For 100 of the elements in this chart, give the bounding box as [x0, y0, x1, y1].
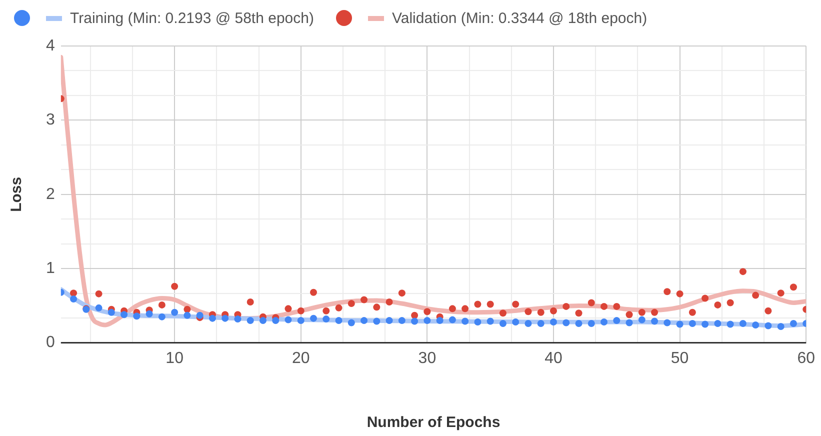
y-axis-title: Loss: [8, 176, 26, 212]
x-tick-label: 30: [418, 350, 436, 367]
y-tick-label: 3: [46, 112, 55, 129]
point: [348, 300, 355, 307]
point: [386, 298, 393, 306]
point: [512, 318, 520, 326]
point: [335, 304, 342, 312]
y-tick-label: 4: [46, 37, 55, 54]
point: [70, 290, 78, 297]
point: [474, 318, 482, 326]
point: [424, 308, 431, 316]
point: [448, 316, 456, 324]
point: [398, 317, 406, 324]
point: [322, 307, 330, 314]
x-tick-label: 60: [797, 350, 816, 367]
point: [462, 318, 469, 325]
point: [70, 296, 78, 303]
point: [234, 316, 242, 323]
point: [486, 300, 494, 308]
x-tick-label: 10: [166, 350, 184, 367]
point: [575, 320, 582, 328]
point: [562, 302, 570, 310]
point: [184, 306, 191, 313]
point: [297, 307, 304, 314]
point: [613, 317, 620, 324]
point: [322, 316, 330, 323]
point: [562, 319, 570, 326]
point: [424, 317, 431, 324]
point: [184, 312, 191, 319]
point: [575, 310, 582, 317]
point: [208, 314, 216, 322]
point: [638, 308, 646, 316]
point: [310, 288, 318, 296]
point: [752, 321, 760, 328]
point: [499, 320, 506, 328]
point: [398, 290, 406, 297]
point: [651, 308, 658, 316]
point: [512, 300, 520, 308]
point: [790, 320, 797, 328]
point: [626, 311, 633, 318]
point: [95, 290, 102, 298]
point: [626, 319, 633, 326]
point: [726, 299, 734, 306]
point: [486, 318, 494, 325]
point: [284, 305, 292, 312]
point: [764, 322, 772, 330]
point: [373, 304, 380, 311]
legend-label: Validation (Min: 0.3344 @ 18th epoch): [392, 10, 648, 26]
y-tick-label: 2: [46, 186, 55, 203]
point: [550, 318, 557, 326]
point: [688, 320, 696, 328]
point: [739, 268, 746, 276]
point: [297, 317, 304, 324]
point: [411, 318, 418, 325]
legend-label: Training (Min: 0.2193 @ 58th epoch): [70, 10, 314, 26]
point: [777, 322, 784, 330]
point: [310, 314, 318, 322]
point: [676, 320, 684, 328]
point: [373, 318, 380, 325]
point: [448, 305, 456, 312]
point: [171, 308, 178, 316]
point: [726, 320, 734, 328]
y-tick-label: 1: [46, 260, 55, 278]
point: [246, 298, 254, 306]
point: [588, 320, 595, 328]
point: [272, 317, 280, 324]
point: [714, 301, 722, 308]
point: [588, 299, 595, 306]
point: [664, 319, 671, 326]
point: [702, 320, 709, 328]
point: [335, 317, 342, 324]
point: [524, 308, 532, 316]
point: [739, 320, 746, 328]
point: [222, 314, 229, 322]
y-tick-label: 0: [46, 334, 55, 352]
point: [348, 319, 355, 326]
point: [537, 320, 544, 328]
point: [436, 317, 444, 324]
point: [246, 317, 254, 324]
point: [764, 307, 772, 314]
point: [600, 302, 608, 310]
point: [499, 310, 506, 317]
point: [133, 312, 140, 320]
point: [537, 308, 544, 316]
point: [360, 296, 368, 304]
point: [600, 318, 608, 326]
line-series: [60, 54, 806, 328]
point: [688, 308, 696, 316]
point: [284, 316, 292, 324]
point: [550, 307, 557, 314]
point: [524, 320, 532, 328]
point: [386, 317, 393, 324]
point: [664, 288, 671, 296]
point: [474, 300, 482, 308]
x-axis-title: Number of Epochs: [366, 414, 500, 432]
x-tick-label: 40: [544, 350, 562, 367]
point: [790, 284, 797, 291]
x-tick-label: 20: [292, 350, 310, 367]
point: [702, 294, 709, 302]
point: [752, 292, 760, 299]
